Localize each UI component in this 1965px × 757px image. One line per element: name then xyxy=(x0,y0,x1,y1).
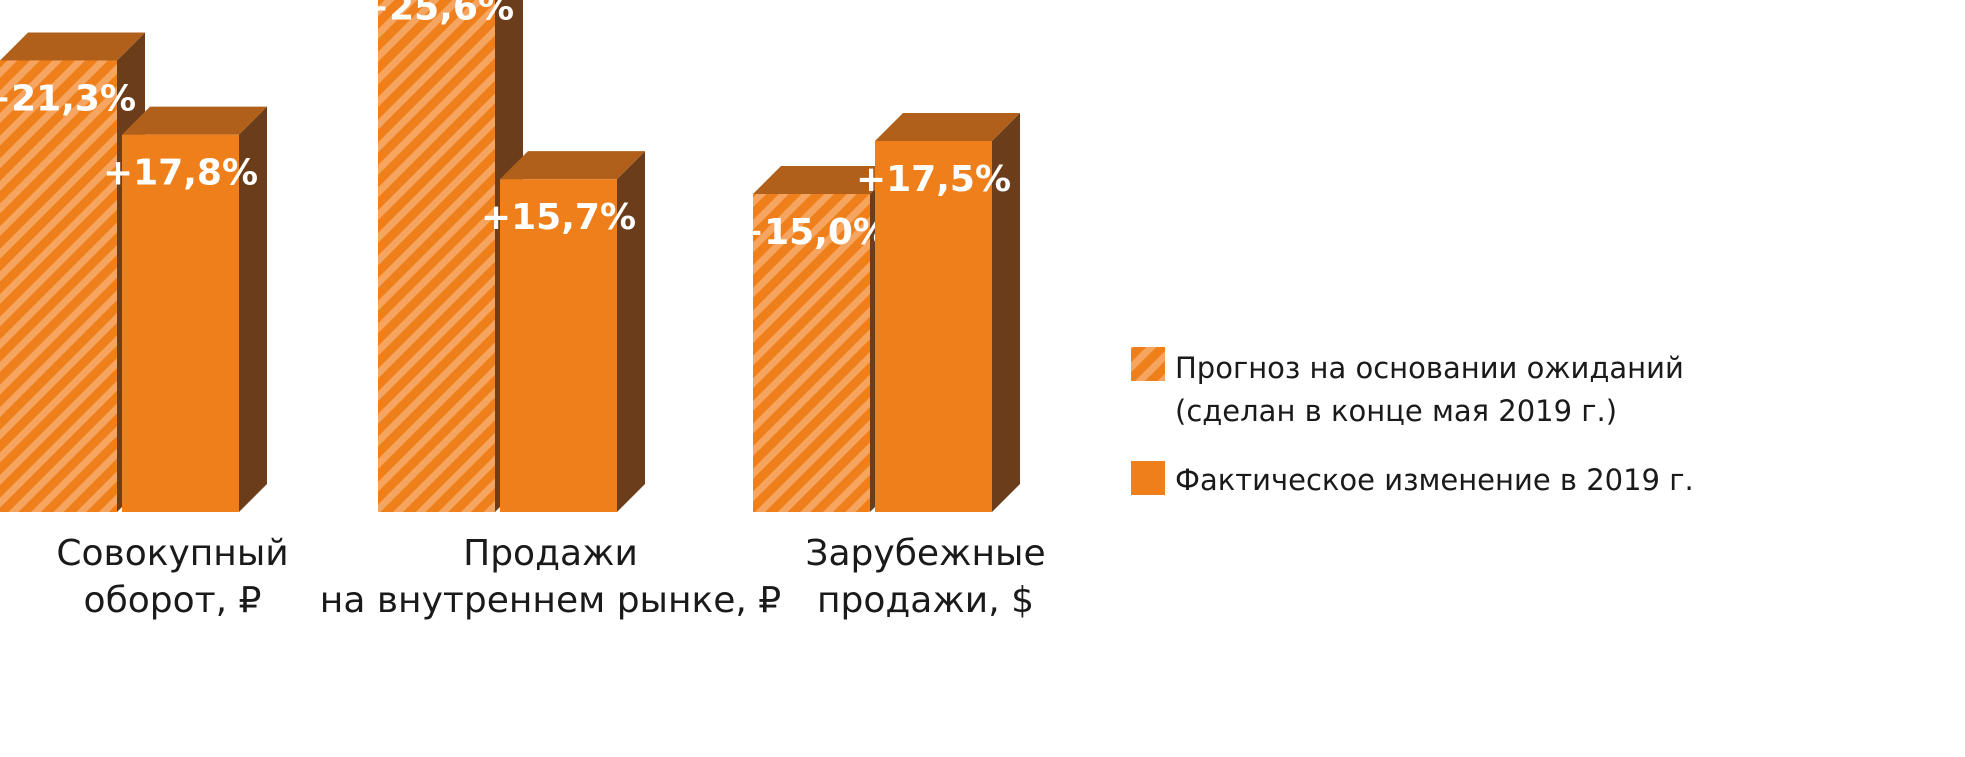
legend-label: Прогноз на основании ожиданий xyxy=(1175,351,1684,385)
legend-swatch xyxy=(1131,347,1165,381)
bar-side xyxy=(992,113,1020,512)
category-label: Совокупный xyxy=(56,533,288,574)
bar-top xyxy=(753,166,898,194)
legend-item: Фактическое изменение в 2019 г. xyxy=(1131,461,1694,497)
category-label: Зарубежные xyxy=(805,533,1045,574)
bar-front xyxy=(0,60,117,512)
category-label: Продажи xyxy=(463,533,638,574)
bar-value-label: +17,5% xyxy=(856,159,1011,200)
legend-swatch xyxy=(1131,461,1165,495)
bar-front xyxy=(875,141,992,512)
bar-value-label: +21,3% xyxy=(0,78,136,119)
bar-front xyxy=(122,134,239,512)
legend-item: Прогноз на основании ожиданий (сделан в к… xyxy=(1131,347,1684,428)
bar: +15,7% xyxy=(481,151,645,512)
legend-label: (сделан в конце мая 2019 г.) xyxy=(1175,394,1617,428)
bar-value-label: +15,7% xyxy=(481,197,636,238)
category-label: на внутреннем рынке, ₽ xyxy=(320,580,781,621)
bar-top xyxy=(500,151,645,180)
bar: +15,0% xyxy=(734,166,898,512)
category-label: оборот, ₽ xyxy=(84,580,262,621)
bar-side xyxy=(239,106,267,512)
bar: +25,6% xyxy=(359,0,523,512)
category-labels: Совокупный оборот, ₽ Продажи на внутреннем … xyxy=(56,533,1045,621)
legend: Прогноз на основании ожиданий (сделан в к… xyxy=(1131,347,1694,497)
bar-top xyxy=(122,106,267,135)
bar: +17,5% xyxy=(856,113,1020,512)
bar-front xyxy=(500,179,617,512)
bar-front xyxy=(753,194,870,512)
bar-front xyxy=(378,0,495,512)
legend-label: Фактическое изменение в 2019 г. xyxy=(1175,463,1694,497)
bar-top xyxy=(0,32,145,61)
bar-side xyxy=(617,151,645,512)
bar-value-label: +25,6% xyxy=(359,0,514,28)
bars-group: +21,3% +17,8% +25,6% +15,7% +15,0% +17,5% xyxy=(0,0,1020,512)
bar-value-label: +15,0% xyxy=(734,212,889,253)
bar-value-label: +17,8% xyxy=(103,153,258,194)
bar-top xyxy=(875,113,1020,141)
bar: +17,8% xyxy=(103,106,267,512)
category-label: продажи, $ xyxy=(817,580,1034,621)
